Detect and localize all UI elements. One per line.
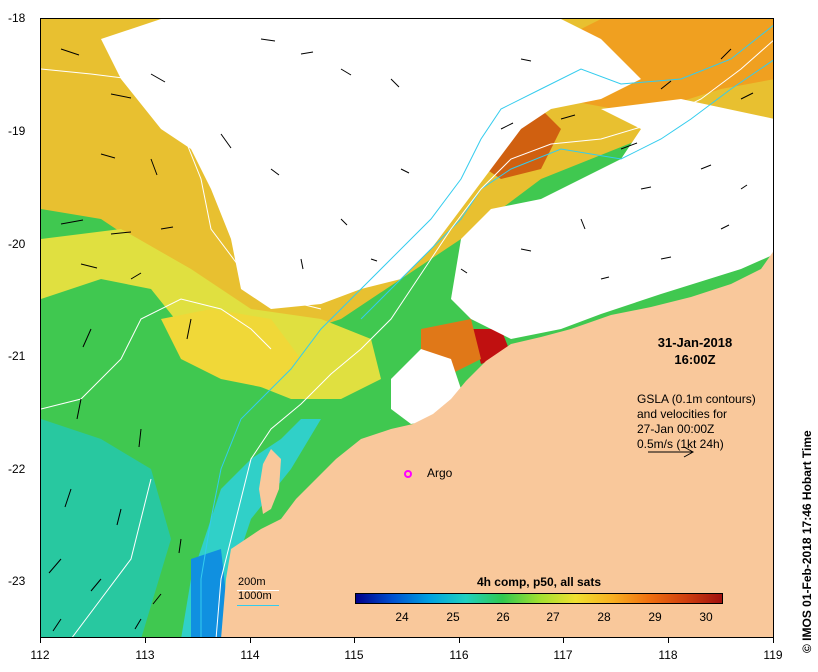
colorbar-label: 29 (648, 610, 662, 624)
colorbar-label: 30 (699, 610, 713, 624)
credit-text: © IMOS 01-Feb-2018 17:46 Hobart Time (800, 430, 814, 653)
colorbar-label: 25 (446, 610, 460, 624)
legend-200m-label: 200m (238, 576, 266, 588)
map-canvas (41, 19, 773, 637)
contour-200m (215, 40, 773, 637)
time-label: 16:00Z (674, 352, 716, 367)
y-tick-label: -19 (8, 124, 26, 138)
x-tick-mark (668, 638, 669, 643)
y-tick-label: -22 (8, 462, 26, 476)
y-tick-label: -20 (8, 237, 26, 251)
colorbar-label: 27 (546, 610, 560, 624)
velocity-arrows (48, 38, 754, 632)
sst-map (40, 18, 774, 638)
colorbar-label: 26 (496, 610, 510, 624)
x-tick-label: 119 (763, 648, 783, 662)
y-tick-label: -21 (8, 349, 26, 363)
gsla-contour-west (41, 68, 322, 310)
x-tick-label: 112 (30, 648, 50, 662)
x-tick-mark (250, 638, 251, 643)
x-tick-mark (40, 638, 41, 643)
contour-1000m (200, 24, 773, 637)
land (221, 251, 773, 637)
x-tick-mark (354, 638, 355, 643)
cloud-mask-main (101, 19, 641, 309)
x-tick-label: 115 (344, 648, 364, 662)
gsla-line: 27-Jan 00:00Z (637, 422, 715, 436)
x-tick-mark (145, 638, 146, 643)
y-tick-label: -18 (8, 11, 26, 25)
sst-cool-southwest (41, 419, 171, 637)
legend-200m-line (237, 590, 279, 591)
velocity-scale-arrow (648, 446, 695, 458)
colorbar-title: 4h comp, p50, all sats (476, 575, 602, 589)
x-tick-label: 114 (240, 648, 260, 662)
y-tick-label: -23 (8, 574, 26, 588)
x-tick-label: 118 (658, 648, 678, 662)
colorbar-label: 28 (597, 610, 611, 624)
date-label: 31-Jan-2018 (657, 335, 733, 350)
argo-label: Argo (427, 466, 453, 480)
x-tick-mark (563, 638, 564, 643)
sst-colorbar (355, 593, 723, 604)
legend-1000m-label: 1000m (238, 590, 272, 602)
gsla-line: and velocities for (637, 407, 728, 421)
legend-1000m-line (237, 605, 279, 606)
x-tick-mark (459, 638, 460, 643)
colorbar-label: 24 (395, 610, 409, 624)
gsla-line: GSLA (0.1m contours) (637, 392, 756, 406)
cloud-mask-east (451, 99, 773, 339)
timestamp-block: 31-Jan-2018 16:00Z (640, 334, 750, 368)
x-tick-mark (773, 638, 774, 643)
x-tick-label: 117 (553, 648, 573, 662)
contour-1000m-2 (360, 59, 773, 320)
argo-marker (404, 470, 412, 478)
gsla-contour-sw (71, 478, 152, 637)
gsla-note: GSLA (0.1m contours) and velocities for … (637, 392, 756, 452)
land-cape (259, 449, 281, 514)
x-tick-label: 113 (135, 648, 155, 662)
gsla-line: 0.5m/s (1kt 24h) (637, 437, 724, 451)
x-tick-label: 116 (449, 648, 469, 662)
sst-yellow-patch (161, 309, 301, 389)
gsla-contour-loop (41, 298, 272, 410)
